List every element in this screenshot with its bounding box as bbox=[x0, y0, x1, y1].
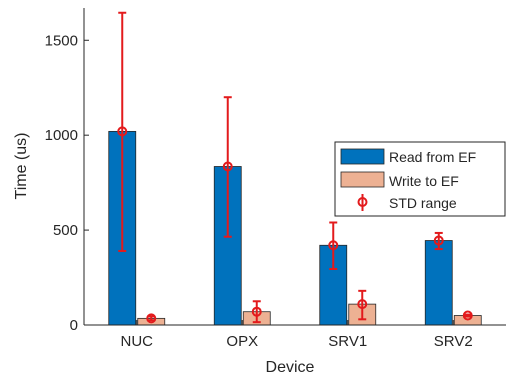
error-bar-marker bbox=[462, 310, 473, 321]
legend-std-marker bbox=[357, 197, 368, 207]
error-bars-layer bbox=[117, 11, 473, 324]
legend-swatch-read bbox=[340, 148, 385, 165]
error-bar-marker bbox=[222, 161, 233, 172]
error-bar-marker bbox=[117, 126, 128, 137]
error-bar-read-opx bbox=[222, 96, 233, 238]
y-axis-title: Time (us) bbox=[13, 133, 30, 200]
error-bar-write-opx bbox=[251, 300, 262, 324]
legend-label-write: Write to EF bbox=[389, 173, 459, 189]
error-bar-read-srv2 bbox=[433, 231, 444, 251]
x-tick-label: OPX bbox=[226, 333, 258, 350]
error-bar-read-nuc bbox=[117, 11, 128, 252]
error-bar-write-nuc bbox=[146, 313, 157, 324]
error-bar-marker bbox=[328, 240, 339, 251]
x-tick-label: NUC bbox=[121, 333, 154, 350]
error-bar-marker bbox=[433, 235, 444, 246]
y-tick-label: 1000 bbox=[45, 127, 78, 144]
y-tick-label: 500 bbox=[53, 222, 78, 239]
y-tick-label: 1500 bbox=[45, 32, 78, 49]
error-bar-marker bbox=[357, 299, 368, 310]
axes bbox=[83, 8, 506, 326]
x-axis-title: Device bbox=[266, 359, 315, 376]
y-tick-label: 0 bbox=[70, 317, 78, 334]
x-tick-label: SRV1 bbox=[328, 333, 367, 350]
y-ticks: 0 500 1000 1500 bbox=[45, 32, 89, 334]
error-bar-marker bbox=[251, 306, 262, 317]
x-tick-label: SRV2 bbox=[434, 333, 473, 350]
legend-label-read: Read from EF bbox=[389, 149, 476, 165]
error-bar-write-srv2 bbox=[462, 310, 473, 321]
legend: Read from EF Write to EF STD range bbox=[334, 141, 506, 217]
error-bar-marker bbox=[146, 313, 157, 324]
legend-swatch-write bbox=[340, 171, 385, 188]
x-ticks: NUC OPX SRV1 SRV2 bbox=[121, 320, 473, 350]
error-bar-write-srv1 bbox=[357, 289, 368, 321]
error-bar-read-srv1 bbox=[328, 221, 339, 271]
bar-read-srv2 bbox=[424, 240, 453, 326]
legend-label-std: STD range bbox=[389, 195, 457, 211]
